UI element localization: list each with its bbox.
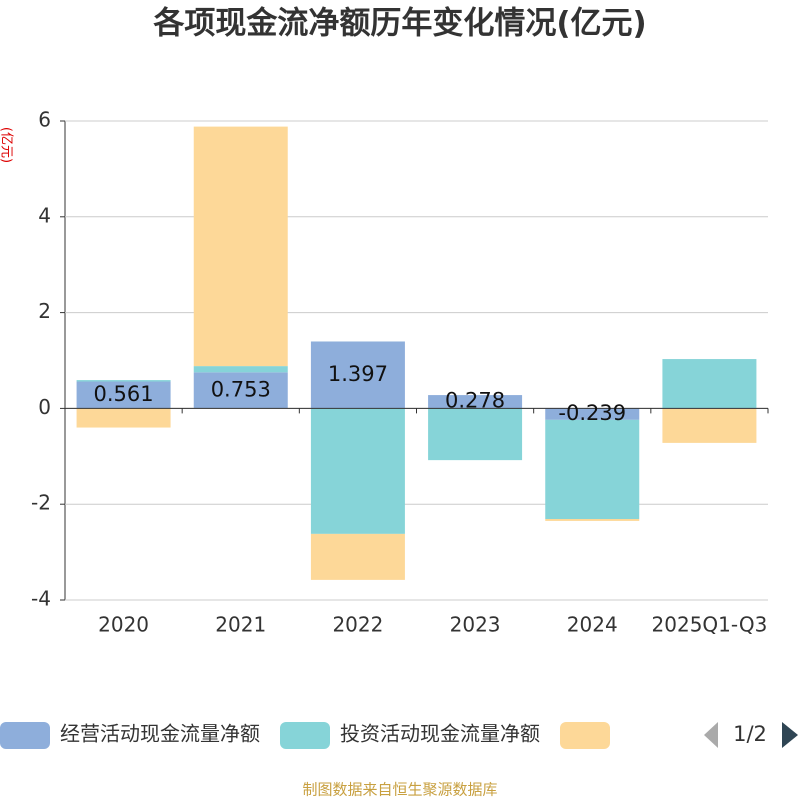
y-tick-label: 6 xyxy=(38,108,51,132)
y-tick-label: 2 xyxy=(38,299,51,323)
data-label: 0.561 xyxy=(94,382,154,406)
y-tick-label: 4 xyxy=(38,203,51,227)
x-tick-label: 2022 xyxy=(332,613,383,637)
legend-swatch xyxy=(280,722,330,749)
y-tick-label: -4 xyxy=(31,587,51,611)
chart-title: 各项现金流净额历年变化情况(亿元) xyxy=(152,6,646,42)
x-tick-label: 2023 xyxy=(450,613,501,637)
bar xyxy=(76,380,171,382)
legend-label: 投资活动现金流量净额 xyxy=(340,722,540,746)
y-tick-label: -2 xyxy=(31,491,51,515)
data-label: -0.239 xyxy=(558,401,626,425)
legend-page: 1/2 xyxy=(733,722,767,746)
bar xyxy=(310,341,405,409)
bar xyxy=(428,395,523,409)
bar xyxy=(76,381,171,409)
bar xyxy=(662,408,757,443)
x-tick-label: 2020 xyxy=(98,613,149,637)
legend-label: 经营活动现金流量净额 xyxy=(60,722,260,746)
bar xyxy=(545,419,640,520)
bar xyxy=(662,359,757,409)
legend-prev[interactable] xyxy=(704,722,718,748)
data-label: 1.397 xyxy=(328,362,388,386)
bar xyxy=(193,366,288,373)
data-label: 0.753 xyxy=(211,377,271,401)
bar xyxy=(310,408,405,534)
legend-swatch xyxy=(560,722,610,749)
bar xyxy=(76,408,171,428)
y-axis-label: (亿元) xyxy=(0,127,14,163)
x-tick-label: 2024 xyxy=(567,613,618,637)
data-label: 0.278 xyxy=(445,389,505,413)
source-note: 制图数据来自恒生聚源数据库 xyxy=(302,781,497,799)
legend-swatch xyxy=(0,722,50,749)
legend-next[interactable] xyxy=(782,722,798,748)
bar xyxy=(310,533,405,580)
bar xyxy=(428,408,523,461)
y-tick-label: 0 xyxy=(38,395,51,419)
bar xyxy=(545,519,640,521)
x-tick-label: 2025Q1-Q3 xyxy=(652,613,768,637)
bar xyxy=(545,408,640,420)
bar xyxy=(193,126,288,367)
bar xyxy=(193,372,288,409)
x-tick-label: 2021 xyxy=(215,613,266,637)
